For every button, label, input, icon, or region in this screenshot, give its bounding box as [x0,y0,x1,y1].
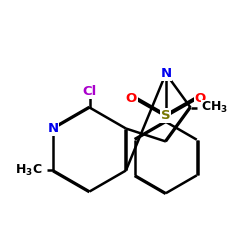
Text: $\mathbf{CH_3}$: $\mathbf{CH_3}$ [201,100,228,115]
Text: N: N [160,67,172,80]
Text: Cl: Cl [82,85,97,98]
Text: $\mathbf{H_3C}$: $\mathbf{H_3C}$ [15,163,43,178]
Text: S: S [161,109,171,122]
Text: O: O [195,92,206,105]
Text: N: N [48,122,59,135]
Text: O: O [126,92,137,105]
